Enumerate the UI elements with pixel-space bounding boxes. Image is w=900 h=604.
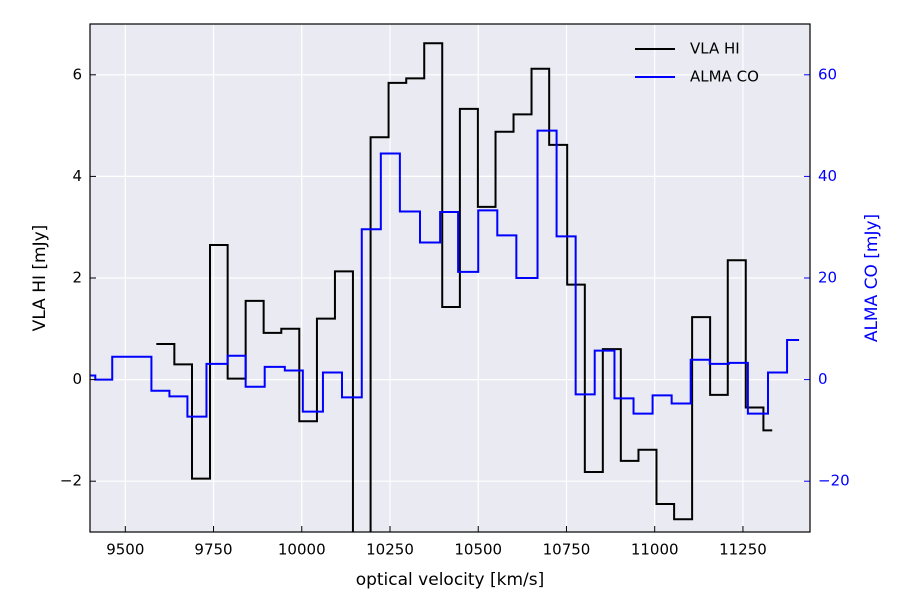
- x-tick-label: 11000: [631, 541, 679, 559]
- y2-axis-label: ALMA CO [mJy]: [862, 214, 882, 342]
- y2-tick-label: −20: [818, 472, 850, 490]
- y2-tick-label: 20: [818, 269, 837, 287]
- y-tick-label: −2: [60, 472, 82, 490]
- x-tick-label: 9750: [194, 541, 232, 559]
- step-line: [156, 42, 773, 532]
- y-tick-label: 2: [72, 269, 82, 287]
- x-tick-label: 10250: [366, 541, 414, 559]
- y-tick-label: 0: [72, 370, 82, 388]
- x-axis-label: optical velocity [km/s]: [356, 570, 545, 590]
- y-axis-label: VLA HI [mJy]: [30, 225, 50, 332]
- step-line: [90, 129, 800, 418]
- x-tick-label: 10750: [543, 541, 591, 559]
- y2-tick-label: 40: [818, 167, 837, 185]
- legend-label: ALMA CO: [690, 68, 759, 86]
- x-tick-label: 9500: [106, 541, 144, 559]
- x-tick-label: 10000: [278, 541, 326, 559]
- y-tick-label: 4: [72, 167, 82, 185]
- y2-tick-label: 0: [818, 370, 828, 388]
- plot-frame: [89, 23, 811, 533]
- x-tick-label: 10500: [454, 541, 502, 559]
- x-tick-label: 11250: [719, 541, 767, 559]
- y-tick-label: 6: [72, 65, 82, 83]
- legend-label: VLA HI: [690, 40, 740, 58]
- y2-tick-label: 60: [818, 65, 837, 83]
